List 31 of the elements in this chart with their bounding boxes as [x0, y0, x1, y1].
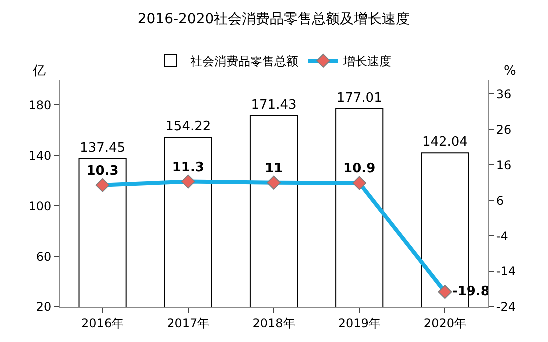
data-label: 10.9: [344, 162, 376, 177]
y-axis-title: 亿: [32, 64, 46, 79]
data-label: 171.43: [251, 98, 297, 114]
legend-label: 增长速度: [342, 54, 392, 69]
x-tick-label: 2019年: [338, 316, 381, 330]
data-label: 10.3: [86, 164, 119, 179]
data-label: 11: [264, 161, 284, 176]
x-tick-label: 2016年: [82, 316, 124, 330]
y2-axis-title: %: [504, 64, 516, 79]
y2-tick-label: -4: [496, 229, 508, 244]
data-label: 11.3: [172, 160, 204, 176]
data-label: 177.01: [336, 90, 382, 106]
data-label: 142.04: [422, 135, 468, 150]
y2-tick-label: 26: [496, 122, 512, 137]
y-tick-label: 60: [36, 250, 52, 264]
x-tick-label: 2018年: [252, 316, 296, 330]
y2-tick-label: -24: [496, 300, 516, 314]
y2-tick-label: -14: [496, 264, 516, 279]
y-tick-label: 140: [28, 148, 52, 163]
y2-tick-label: 36: [496, 87, 512, 102]
y-tick-label: 100: [28, 199, 52, 214]
data-label: 137.45: [80, 140, 126, 156]
y-tick-label: 20: [36, 300, 52, 314]
x-tick-label: 2017年: [167, 316, 210, 330]
chart-title: 2016-2020社会消费品零售总额及增长速度: [138, 11, 410, 28]
y-tick-label: 180: [28, 98, 52, 112]
legend-label: 社会消费品零售总额: [190, 54, 298, 69]
y2-tick-label: 6: [496, 194, 504, 208]
y2-tick-label: 16: [496, 158, 512, 172]
x-tick-label: 2020年: [424, 316, 466, 330]
data-label: 154.22: [166, 120, 212, 135]
